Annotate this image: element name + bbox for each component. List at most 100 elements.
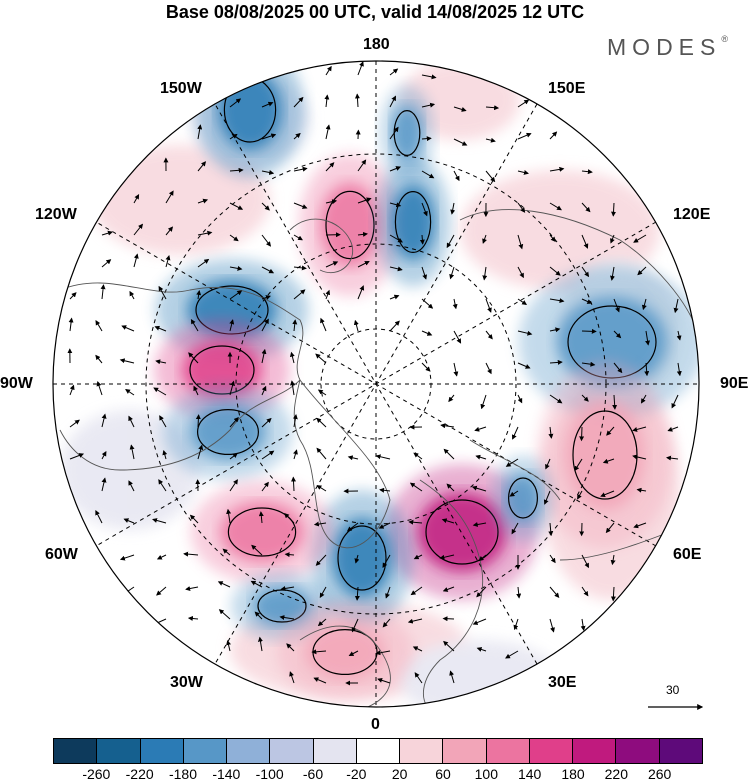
wind-vector-arrow bbox=[472, 522, 487, 527]
map-boundary bbox=[52, 60, 700, 708]
wind-vector-arrow bbox=[165, 226, 174, 236]
wind-vector-arrow bbox=[549, 298, 565, 304]
wind-vector-arrow bbox=[261, 202, 270, 211]
wind-vector-arrow bbox=[128, 480, 135, 492]
colorbar-swatch bbox=[227, 739, 271, 763]
colorbar-swatch bbox=[443, 739, 487, 763]
wind-vector-arrow bbox=[153, 387, 167, 396]
wind-vector-arrow bbox=[421, 74, 437, 80]
colorbar-swatch bbox=[659, 739, 702, 763]
wind-vector-arrow bbox=[549, 166, 565, 172]
wind-vector-arrow bbox=[133, 223, 144, 236]
wind-vector-arrow bbox=[549, 394, 563, 404]
coastline-africa bbox=[299, 625, 391, 707]
colorbar-swatch bbox=[486, 739, 530, 763]
wind-vector-arrow bbox=[125, 389, 135, 396]
wind-vector-arrow bbox=[96, 381, 103, 396]
wind-vector-arrow bbox=[229, 202, 244, 210]
wind-vector-arrow bbox=[293, 234, 303, 241]
lon-label-60E: 60E bbox=[673, 546, 702, 563]
graticule bbox=[53, 61, 699, 707]
wind-vector-arrow bbox=[357, 197, 372, 204]
wind-vector-arrow bbox=[197, 230, 213, 236]
wind-vector-arrow bbox=[421, 362, 431, 372]
colorbar-swatch bbox=[313, 739, 357, 763]
wind-vector-arrow bbox=[517, 394, 523, 404]
wind-vector-arrow bbox=[121, 325, 135, 332]
wind-vector-arrow bbox=[581, 169, 593, 175]
meridian-150 bbox=[214, 103, 538, 665]
wind-vector-arrow bbox=[446, 483, 455, 492]
wind-vector-arrow bbox=[162, 449, 168, 460]
wind-vector-arrow bbox=[279, 615, 295, 620]
wind-vector-arrow bbox=[389, 202, 402, 208]
wind-vector-arrow bbox=[119, 358, 135, 364]
circulation-ring-high-europe bbox=[425, 499, 499, 565]
wind-vector-arrow bbox=[375, 454, 391, 460]
wind-vector-arrow bbox=[549, 327, 561, 333]
wind-vector-arrow bbox=[389, 320, 400, 332]
wind-vector-arrow bbox=[347, 455, 359, 461]
wind-vector-arrow bbox=[357, 61, 364, 76]
wind-vector-arrow bbox=[543, 490, 551, 505]
wind-vector-arrow bbox=[549, 586, 560, 598]
colorbar-swatch bbox=[140, 739, 184, 763]
wind-vector-arrow bbox=[69, 419, 80, 428]
wind-vector-arrow bbox=[549, 234, 556, 242]
wind-vector-arrow bbox=[517, 298, 528, 305]
colorbar-swatch bbox=[529, 739, 574, 763]
wind-vector-arrow bbox=[478, 554, 487, 562]
wind-vector-arrow bbox=[185, 586, 199, 591]
wind-vector-arrow bbox=[480, 394, 487, 410]
wind-vector-arrow bbox=[549, 359, 563, 365]
wind-vector-arrow bbox=[581, 298, 593, 304]
wind-vector-arrow bbox=[449, 670, 455, 684]
wind-vector-arrow bbox=[375, 650, 391, 656]
wind-vector-arrow bbox=[261, 295, 271, 300]
wind-vector-arrow bbox=[667, 426, 679, 432]
colorbar-swatch bbox=[97, 739, 141, 763]
anomaly-center-low-greenland-sea bbox=[332, 518, 392, 598]
wind-vector-arrow bbox=[325, 261, 339, 268]
wind-vector-arrow bbox=[476, 647, 487, 652]
circulation-ring-low-greenland-sea bbox=[337, 525, 387, 591]
wind-vector-arrow bbox=[610, 266, 615, 281]
wind-vector-arrow bbox=[261, 348, 267, 364]
wind-vector-arrow bbox=[258, 511, 264, 524]
wind-vector-arrow bbox=[348, 650, 359, 656]
wind-vector-arrow bbox=[229, 452, 238, 460]
wind-vector-arrow bbox=[217, 581, 231, 588]
wind-vector-arrow bbox=[633, 234, 647, 243]
wind-vector-arrow bbox=[293, 289, 306, 300]
wind-vector-arrow bbox=[101, 477, 107, 492]
wind-vector-arrow bbox=[440, 423, 455, 429]
wind-vector-arrow bbox=[443, 448, 455, 460]
wind-vector-arrow bbox=[229, 265, 243, 271]
brand-registered-mark: ® bbox=[721, 34, 728, 44]
wind-vector-arrow bbox=[581, 328, 597, 334]
wind-vector-arrow bbox=[549, 618, 555, 633]
wind-vector-arrow bbox=[421, 202, 428, 217]
wind-vector-arrow bbox=[353, 319, 359, 332]
wind-vector-arrow bbox=[676, 362, 682, 377]
wind-vector-arrow bbox=[421, 102, 436, 108]
colorbar-swatch bbox=[356, 739, 401, 763]
wind-vector-arrow bbox=[315, 554, 327, 566]
wind-vector-arrow bbox=[229, 479, 238, 492]
coastline-north-america bbox=[59, 282, 304, 471]
wind-vector-arrow bbox=[545, 458, 551, 470]
wind-vector-arrow bbox=[443, 640, 455, 652]
wind-vector-arrow bbox=[613, 362, 623, 374]
wind-vector-arrow bbox=[197, 444, 204, 460]
wind-vector-arrow bbox=[325, 289, 331, 300]
wind-vector-arrow bbox=[261, 101, 274, 108]
wind-vector-arrow bbox=[517, 266, 524, 279]
wind-vector-arrow bbox=[197, 198, 209, 204]
wind-vector-arrow bbox=[610, 586, 616, 602]
wind-vector-arrow bbox=[485, 170, 496, 183]
wind-vector-arrow bbox=[516, 586, 522, 599]
wind-vector-arrow bbox=[193, 385, 199, 396]
colorbar-tick-label: -220 bbox=[125, 766, 154, 782]
wind-vector-arrow bbox=[441, 518, 455, 524]
wind-vector-arrow bbox=[449, 266, 455, 280]
